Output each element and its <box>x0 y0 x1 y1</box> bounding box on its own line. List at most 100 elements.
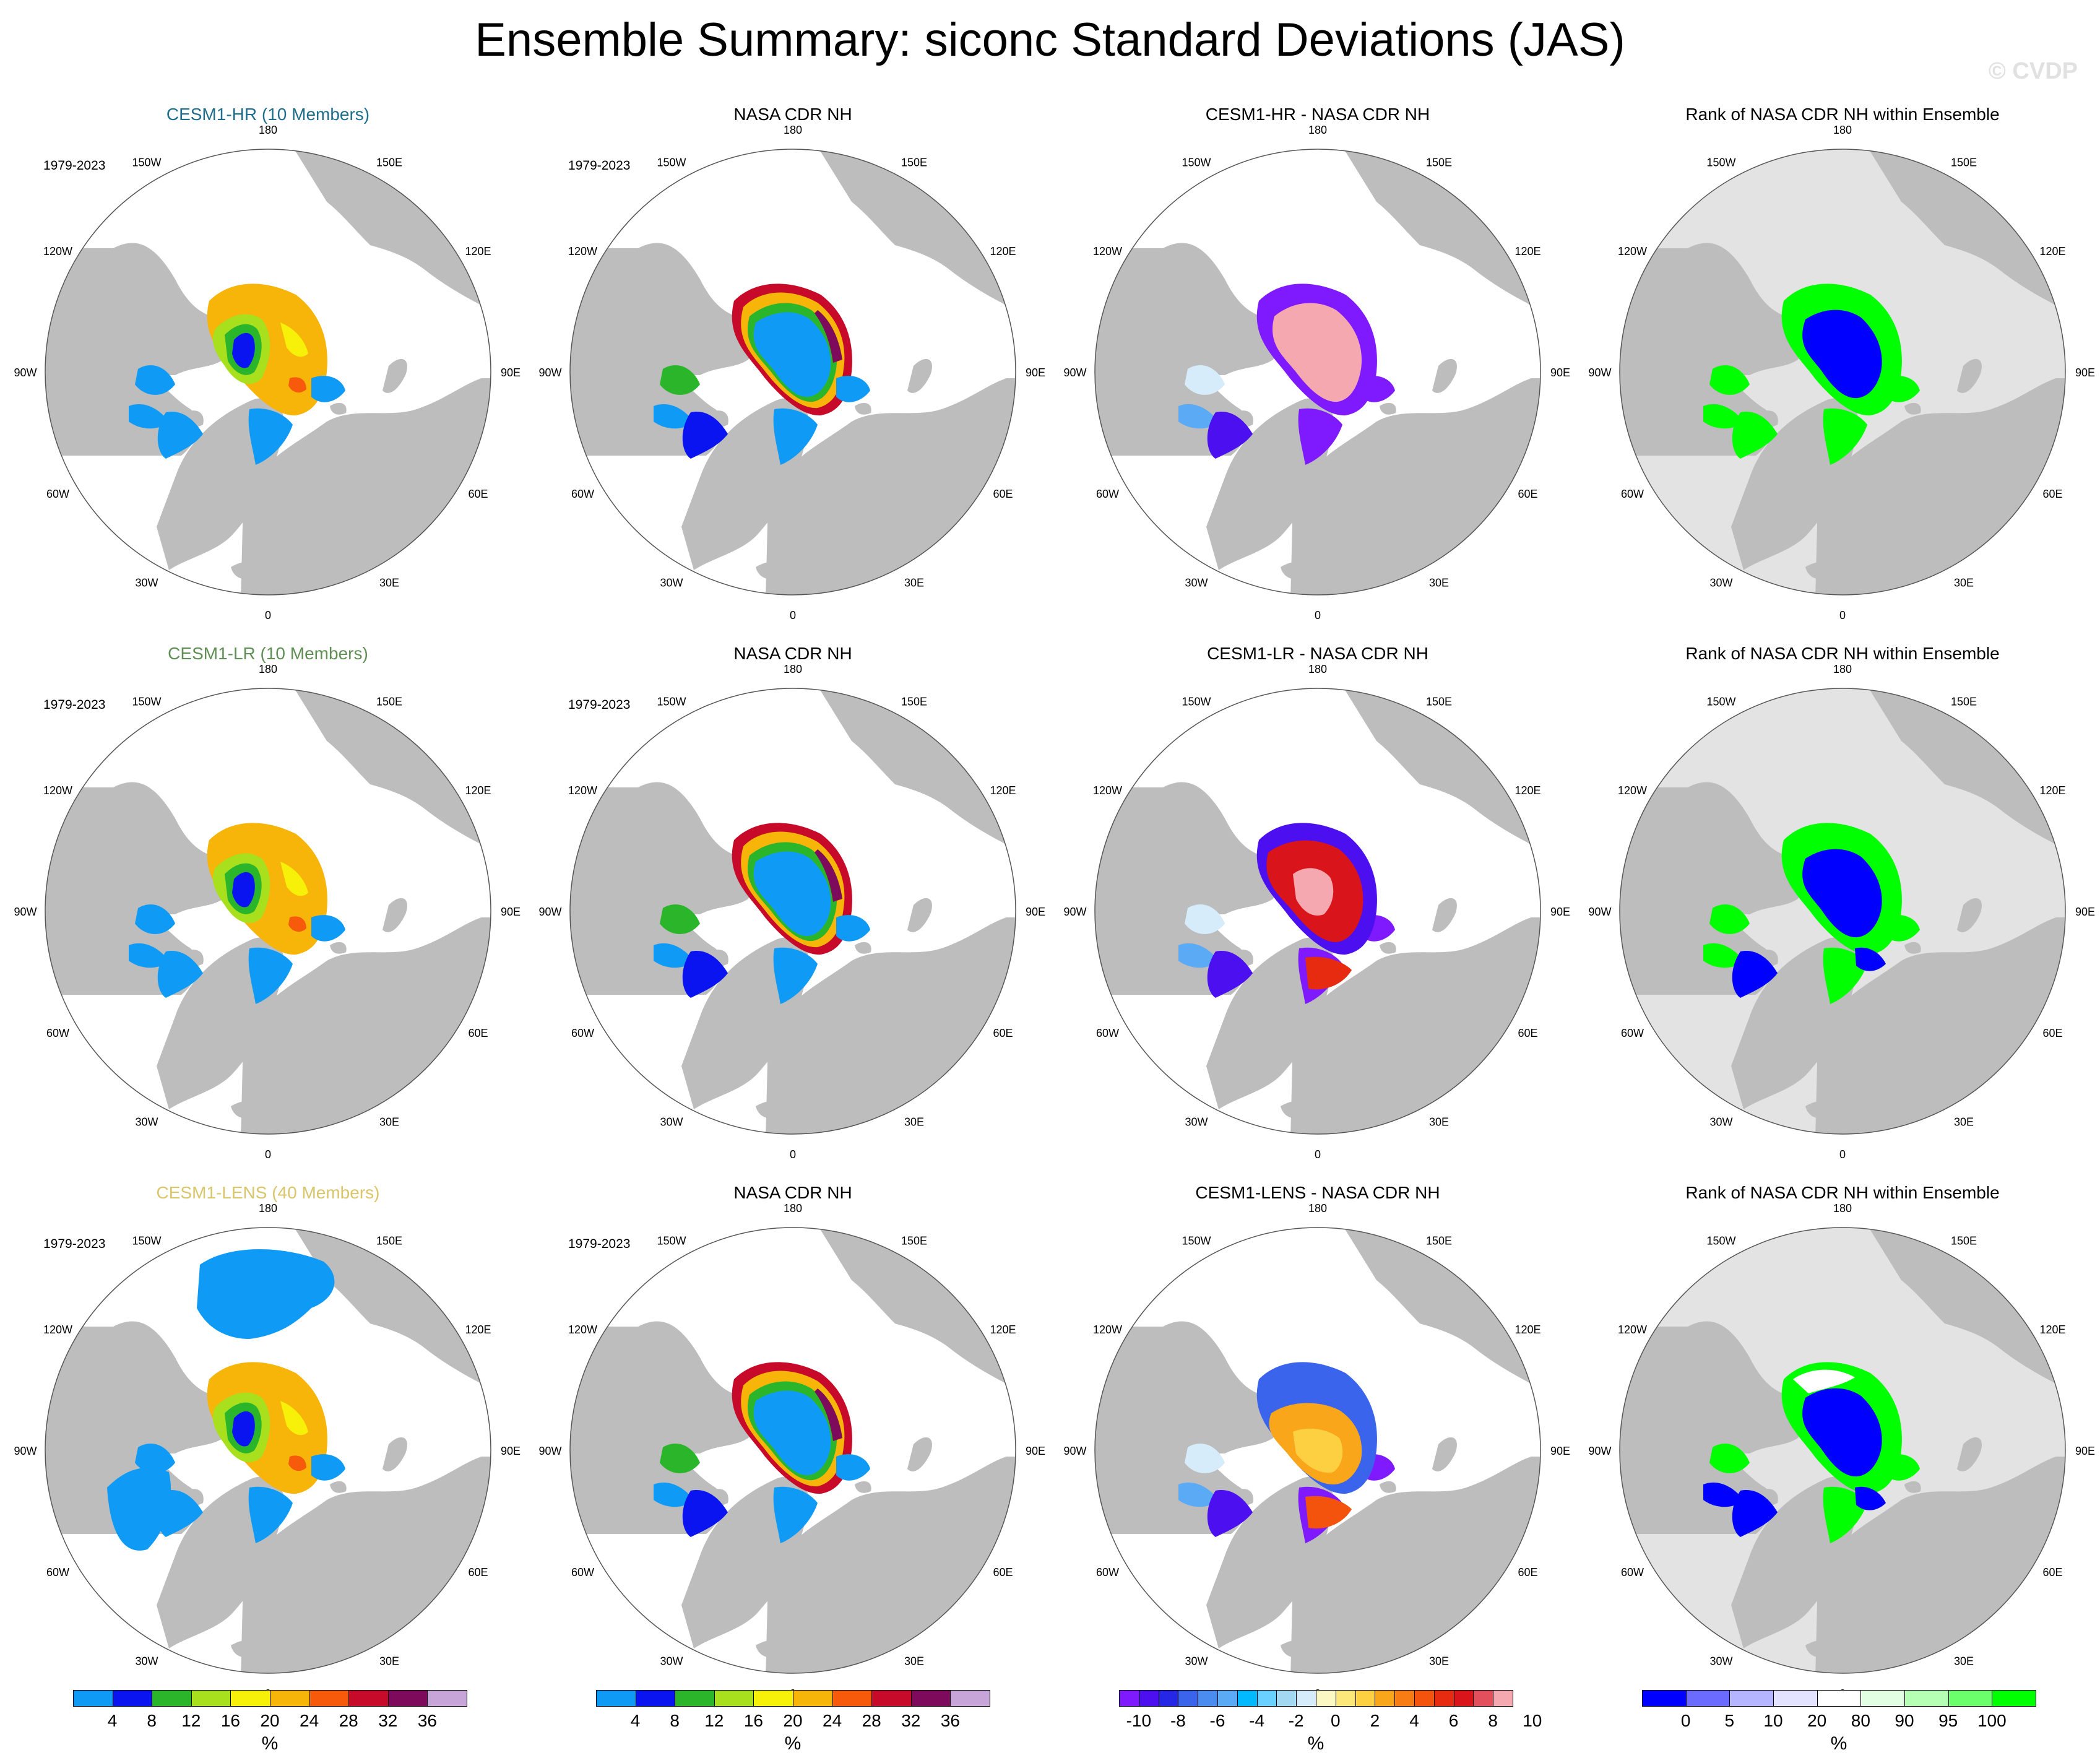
longitude-label: 60E <box>1518 488 1537 500</box>
longitude-label: 150E <box>901 696 927 708</box>
colorbar-box <box>152 1690 192 1707</box>
longitude-label: 180 <box>1833 663 1852 675</box>
longitude-label: 90E <box>1550 366 1570 379</box>
longitude-label: 120E <box>465 1323 491 1336</box>
colorbar-box <box>1433 1690 1454 1707</box>
longitude-label: 60E <box>993 488 1013 500</box>
colorbar-box <box>793 1690 833 1707</box>
land-mass <box>1620 1453 1773 1534</box>
land-mass <box>1240 342 1263 357</box>
colorbar-box <box>871 1690 912 1707</box>
longitude-label: 30E <box>379 577 399 589</box>
sea-ice-field <box>129 943 169 968</box>
land-mass <box>1734 1408 1760 1424</box>
sea-ice-field <box>129 404 169 429</box>
longitude-label: 90W <box>538 1445 561 1457</box>
longitude-label: 120E <box>990 1323 1016 1336</box>
sea-ice-field <box>1802 849 1882 938</box>
longitude-label: 60W <box>1096 1566 1119 1579</box>
sea-ice-field <box>311 915 345 942</box>
sea-ice-field <box>311 376 345 402</box>
land-mass <box>1392 489 1462 576</box>
longitude-label: 60E <box>2042 488 2062 500</box>
polar-map-obs_stdev: 180 150E 120E 90E 60E 30E 0 30W 60W 90W 120W 150W <box>538 124 1045 622</box>
sea-ice-field <box>815 1388 842 1441</box>
colorbar-box <box>270 1690 310 1707</box>
longitude-label: 150W <box>132 157 161 169</box>
colorbar-tick-label: 80 <box>1851 1711 1870 1730</box>
colorbar-tick-label: 28 <box>339 1711 358 1730</box>
land-mass <box>1281 1101 1309 1119</box>
colorbar-tick-label: 24 <box>823 1711 842 1730</box>
sea-ice-field <box>682 951 728 998</box>
sea-ice-field <box>1709 365 1750 395</box>
colorbar-tick-label: 0 <box>1680 1711 1691 1730</box>
land-mass <box>715 1420 738 1436</box>
land-mass <box>1620 375 1773 456</box>
longitude-label: 30W <box>1709 1116 1732 1128</box>
sea-ice-field <box>1178 943 1219 968</box>
sea-ice-field <box>157 1490 203 1537</box>
longitude-label: 30E <box>1429 1655 1449 1668</box>
land-mass <box>1880 1514 1898 1528</box>
sea-ice-field <box>1207 412 1253 459</box>
land-mass <box>1392 1567 1462 1655</box>
longitude-label: 60E <box>2042 1566 2062 1579</box>
colorbar-box <box>1394 1690 1415 1707</box>
colorbar-box <box>1256 1690 1277 1707</box>
land-mass <box>1095 375 1248 456</box>
sea-ice-field <box>135 365 175 395</box>
sea-ice-field <box>1185 365 1225 395</box>
longitude-label: 60W <box>1096 1027 1119 1039</box>
sea-ice-field <box>1709 1444 1750 1473</box>
longitude-label: 30E <box>1429 577 1449 589</box>
land-mass <box>1904 1481 1921 1493</box>
longitude-label: 180 <box>784 663 802 675</box>
longitude-label: 120E <box>1515 1323 1540 1336</box>
map-boundary <box>45 149 491 596</box>
colorbar-box <box>191 1690 231 1707</box>
land-mass <box>1765 1420 1787 1436</box>
longitude-label: 30W <box>1185 1116 1208 1128</box>
colorbar-tick-label: 8 <box>147 1711 157 1730</box>
land-mass <box>756 1640 784 1658</box>
sea-ice-field <box>1185 1444 1225 1473</box>
map-boundary <box>45 1227 491 1674</box>
land-mass <box>231 561 259 579</box>
colorbar-tick-label: 36 <box>940 1711 960 1730</box>
sea-ice-field <box>248 408 293 465</box>
longitude-label: 120E <box>1515 245 1540 258</box>
longitude-label: 90E <box>501 366 521 379</box>
longitude-label: 150W <box>132 696 161 708</box>
sea-ice-field <box>836 376 870 402</box>
longitude-label: 120E <box>465 784 491 797</box>
land-mass <box>305 1514 323 1528</box>
longitude-label: 150E <box>901 1235 927 1247</box>
longitude-label: 0 <box>265 609 271 622</box>
longitude-label: 60W <box>1096 488 1119 500</box>
sea-ice-field <box>654 404 694 429</box>
longitude-label: 120W <box>1093 1323 1122 1336</box>
colorbar-tick-label: 0 <box>1331 1711 1341 1730</box>
longitude-label: 90W <box>1588 906 1611 918</box>
land-mass <box>45 375 198 456</box>
sea-ice-field <box>660 904 700 934</box>
longitude-label: 150E <box>1426 1235 1452 1247</box>
sea-ice-field <box>1305 956 1352 990</box>
longitude-label: 60W <box>1621 488 1644 500</box>
sea-ice-field <box>1298 408 1342 465</box>
colorbar-box <box>1473 1690 1494 1707</box>
colorbar-tick-label: 20 <box>783 1711 803 1730</box>
colorbar-box <box>1992 1690 2036 1707</box>
map-boundary <box>1094 1227 1541 1674</box>
sea-ice-field <box>1732 951 1778 998</box>
longitude-label: 120W <box>568 1323 597 1336</box>
period-label: 1979-2023 <box>568 1237 631 1251</box>
colorbar-box <box>1773 1690 1818 1707</box>
colorbar-tick-label: 2 <box>1370 1711 1380 1730</box>
sea-ice-field <box>129 1482 169 1507</box>
panel-title: Rank of NASA CDR NH within Ensemble <box>1685 1183 2000 1202</box>
land-mass <box>685 1408 710 1424</box>
sea-ice-field <box>1178 404 1219 429</box>
